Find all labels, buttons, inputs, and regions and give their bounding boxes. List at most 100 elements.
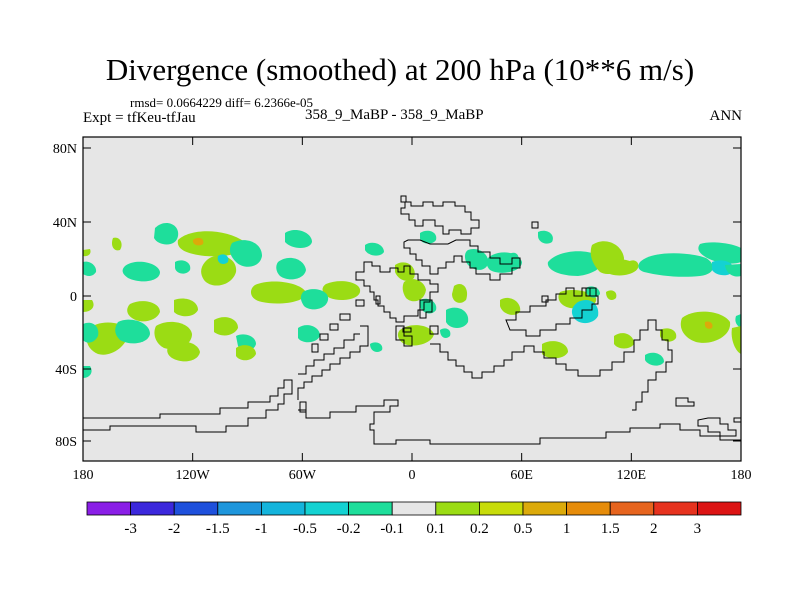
colorbar-label: 1.5 xyxy=(601,521,620,537)
coastline xyxy=(375,295,381,305)
case-label: 358_9_MaBP - 358_9_MaBP xyxy=(305,107,484,123)
field-region xyxy=(606,259,638,276)
field-region xyxy=(628,260,639,268)
lat-tick-label: 80S xyxy=(55,435,77,450)
field-region xyxy=(542,341,568,359)
coastline xyxy=(298,333,360,375)
coastline xyxy=(531,221,539,229)
field-region xyxy=(660,328,677,342)
coastline xyxy=(430,319,673,411)
field-region xyxy=(229,240,262,267)
field-region xyxy=(731,326,741,354)
field-region xyxy=(606,290,617,300)
coastline xyxy=(355,299,365,307)
colorbar-swatch xyxy=(653,501,698,516)
colorbar-label: 2 xyxy=(650,521,658,537)
colorbar-label: -3 xyxy=(124,521,137,537)
coastline xyxy=(429,325,439,335)
lon-tick-label: 60E xyxy=(510,468,533,483)
field-region xyxy=(167,341,200,362)
field-region xyxy=(402,279,426,302)
field-region xyxy=(285,229,312,248)
lat-tick-label: 40S xyxy=(55,363,77,378)
field-region xyxy=(276,257,306,280)
coastline xyxy=(319,333,329,341)
coastline xyxy=(297,325,369,400)
field-region xyxy=(83,261,97,276)
field-region xyxy=(83,249,91,257)
field-region xyxy=(300,289,329,310)
field-region xyxy=(83,300,94,312)
field-region xyxy=(122,261,160,282)
experiment-label: Expt = tfKeu-tfJau xyxy=(83,110,196,126)
field-region xyxy=(236,345,256,361)
colorbar-label: -2 xyxy=(168,521,181,537)
field-region xyxy=(111,237,122,251)
latitude-labels: 80N 40N 0 40S 80S xyxy=(53,142,77,450)
stats-text: rmsd= 0.0664229 diff= 6.2366e-05 xyxy=(130,95,314,110)
field-region xyxy=(446,307,469,328)
colorbar-label: -0.5 xyxy=(293,521,317,537)
colorbar-swatch xyxy=(260,501,306,516)
field-region xyxy=(154,222,179,245)
lat-tick-label: 80N xyxy=(53,142,77,157)
field-region xyxy=(83,322,99,343)
field-region xyxy=(508,252,519,263)
field-region xyxy=(500,297,521,315)
coastline xyxy=(733,417,741,423)
coastline xyxy=(83,379,293,433)
field-region xyxy=(645,352,664,366)
coastline xyxy=(355,261,439,323)
field-region xyxy=(174,298,198,317)
lon-tick-label: 120W xyxy=(176,468,211,483)
field-region xyxy=(397,325,434,346)
coastline xyxy=(403,239,521,281)
colorbar-swatch xyxy=(304,501,349,516)
field-region xyxy=(217,254,229,264)
colorbar-swatch xyxy=(435,501,480,516)
coastline xyxy=(585,287,597,297)
coastline xyxy=(329,323,339,331)
colorbar-swatch xyxy=(478,501,524,516)
colorbar-label: 3 xyxy=(694,521,702,537)
coastline xyxy=(402,327,412,333)
coastline xyxy=(675,397,695,407)
coastline xyxy=(419,299,433,319)
colorbar-label: -1.5 xyxy=(206,521,230,537)
field-region xyxy=(420,230,437,244)
colorbar-swatch xyxy=(566,501,611,516)
field-region xyxy=(547,251,603,276)
colorbar-swatch xyxy=(697,501,742,516)
field-region xyxy=(680,311,731,343)
lon-tick-label: 60W xyxy=(289,468,317,483)
field-region xyxy=(192,237,204,246)
season-label: ANN xyxy=(709,108,743,124)
lat-tick-label: 40N xyxy=(53,216,77,231)
field-region xyxy=(115,319,150,344)
lon-tick-label: 0 xyxy=(409,468,416,483)
field-region xyxy=(735,314,741,328)
colorbar-label: -1 xyxy=(255,521,268,537)
axis-ticks xyxy=(82,137,742,461)
colorbar-label: 0.1 xyxy=(426,521,445,537)
coastline xyxy=(395,325,413,347)
field-region xyxy=(614,333,634,349)
map-title: Divergence (smoothed) at 200 hPa (10**6 … xyxy=(105,52,695,87)
field-region xyxy=(638,253,713,277)
colorbar-swatch xyxy=(130,501,175,516)
field-region xyxy=(127,301,160,322)
colorbar-swatch xyxy=(522,501,567,516)
colorbar-label: -0.1 xyxy=(380,521,404,537)
field-region xyxy=(214,317,238,336)
field-region xyxy=(175,260,191,274)
coastline xyxy=(339,313,351,321)
colorbar-label: 0.5 xyxy=(514,521,533,537)
field-region xyxy=(704,321,713,329)
lon-tick-label: 120E xyxy=(617,468,647,483)
field-region xyxy=(452,283,468,303)
field-region xyxy=(698,242,741,264)
longitude-labels: 180 120W 60W 0 60E 120E 180 xyxy=(73,468,752,483)
coastline xyxy=(311,343,319,353)
colorbar-label: 0.2 xyxy=(470,521,489,537)
field-region xyxy=(365,242,384,256)
